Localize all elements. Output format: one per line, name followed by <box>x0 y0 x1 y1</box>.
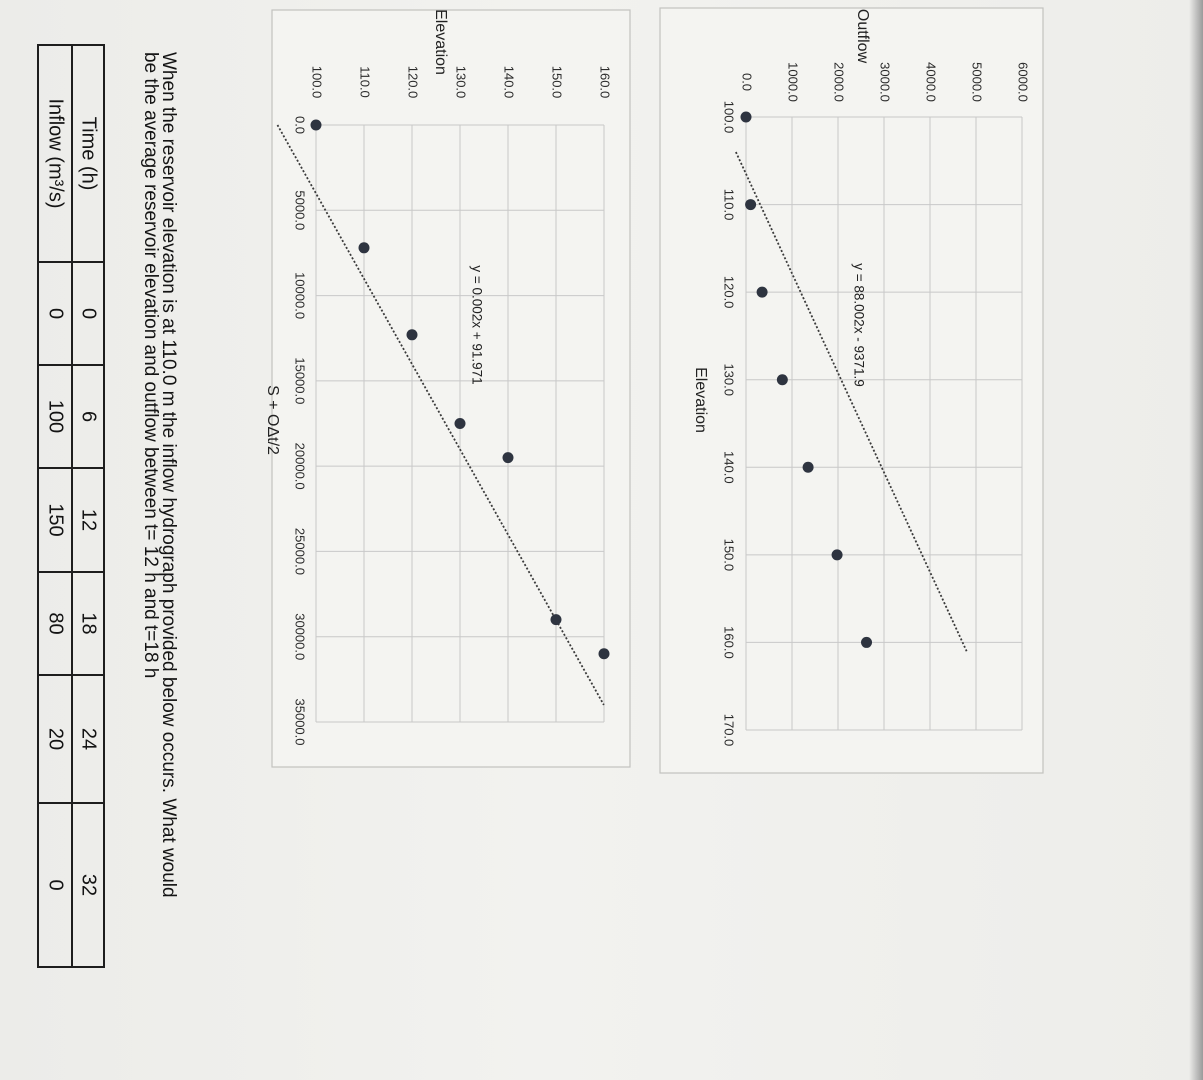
chart1-data-point <box>776 374 788 386</box>
chart2-y-tick-label: 160.0 <box>598 66 613 99</box>
question-text: When the reservoir elevation is at 110.0… <box>140 52 179 898</box>
time-value-cell: 6 <box>78 411 100 422</box>
chart1-data-point <box>831 549 843 561</box>
chart2-frame <box>271 9 631 768</box>
chart2-y-tick-label: 130.0 <box>454 66 469 99</box>
inflow-value-cell: 150 <box>45 503 67 536</box>
chart1-data-point <box>745 199 757 211</box>
chart1-x-axis-title: Elevation <box>692 367 709 433</box>
chart2-data-point <box>310 119 322 131</box>
chart1-y-tick-label: 1000.0 <box>786 62 801 102</box>
inflow-value-cell: 80 <box>45 612 67 634</box>
chart1-x-ticks: 100.0 110.0 120.0 130.0 140.0 150.0 160.0 170.0 <box>722 101 737 747</box>
chart1-points <box>740 111 873 648</box>
chart1-x-tick-label: 100.0 <box>722 101 737 134</box>
chart2-y-tick-label: 150.0 <box>550 66 565 99</box>
chart2-data-point <box>550 614 562 626</box>
question-line-2: be the average reservoir elevation and o… <box>140 52 161 678</box>
chart1-frame <box>659 7 1044 774</box>
chart1-x-tick-label: 110.0 <box>722 189 737 221</box>
paper-edge-shadow <box>1189 0 1203 1080</box>
chart2-y-tick-label: 110.0 <box>358 66 373 98</box>
chart2-trendline <box>276 124 605 706</box>
inflow-value-cell: 20 <box>45 728 67 750</box>
chart1-x-tick-label: 130.0 <box>722 363 737 396</box>
inflow-value-cell: 0 <box>45 308 67 319</box>
chart2-data-point <box>358 242 370 254</box>
chart2-y-ticks: 100.0 110.0 120.0 130.0 140.0 150.0 160.0 <box>310 66 613 99</box>
time-value-cell: 24 <box>78 728 100 750</box>
chart1-y-tick-label: 6000.0 <box>1016 62 1031 102</box>
chart2-data-point <box>598 648 610 660</box>
chart2-y-tick-label: 100.0 <box>310 66 325 99</box>
time-value-cell: 12 <box>78 509 100 531</box>
chart1-y-axis-title: Outflow <box>854 9 871 64</box>
chart2-data-point <box>502 452 514 464</box>
chart2-x-tick-label: 5000.0 <box>293 190 308 230</box>
chart1-y-tick-label: 0.0 <box>740 73 755 91</box>
time-value-cell: 18 <box>78 612 100 634</box>
chart2-y-tick-label: 140.0 <box>502 66 517 99</box>
question-line-1: When the reservoir elevation is at 110.0… <box>158 52 179 898</box>
chart1-y-tick-label: 3000.0 <box>878 62 893 102</box>
chart2-x-ticks: 0.0 5000.0 10000.0 15000.0 20000.0 25000.0 300… <box>293 116 308 746</box>
chart1-data-point <box>740 111 752 123</box>
chart2-x-tick-label: 25000.0 <box>293 528 308 575</box>
time-header-cell: Time (h) <box>78 117 100 191</box>
table-column-dividers <box>38 261 104 804</box>
chart2-x-tick-label: 15000.0 <box>293 357 308 404</box>
inflow-header-cell: Inflow (m³/s) <box>45 99 67 209</box>
chart1-x-tick-label: 160.0 <box>722 626 737 659</box>
chart1-x-tick-label: 150.0 <box>722 539 737 572</box>
elevation-storage-chart: 0.0 5000.0 10000.0 15000.0 20000.0 25000.0 300… <box>264 9 631 768</box>
inflow-hydrograph-table: Time (h) Inflow (m³/s) 0 6 12 18 24 32 0 100 150 80… <box>37 44 105 968</box>
chart2-x-tick-label: 0.0 <box>293 116 308 134</box>
chart2-data-point <box>406 329 418 341</box>
chart1-gridlines <box>745 116 1023 731</box>
chart1-x-tick-label: 170.0 <box>722 714 737 747</box>
chart1-data-point <box>802 461 814 473</box>
chart1-x-tick-label: 140.0 <box>722 451 737 484</box>
chart2-y-axis-title: Elevation <box>432 9 449 75</box>
chart2-x-tick-label: 20000.0 <box>293 443 308 490</box>
inflow-value-cell: 100 <box>45 400 67 433</box>
chart1-data-point <box>861 636 873 648</box>
chart2-x-tick-label: 30000.0 <box>293 613 308 660</box>
chart2-x-tick-label: 35000.0 <box>293 699 308 746</box>
chart2-points <box>310 119 610 660</box>
chart1-trendline-equation: y = 88.002x - 9371.9 <box>851 263 866 386</box>
inflow-value-cell: 0 <box>45 879 67 890</box>
chart2-trendline-equation: y = 0.002x + 91.971 <box>469 265 484 384</box>
chart1-y-ticks: 0.0 1000.0 2000.0 3000.0 4000.0 5000.0 6000.0 <box>740 62 1031 102</box>
chart2-trendline-group <box>276 124 605 706</box>
chart1-y-tick-label: 4000.0 <box>924 62 939 102</box>
chart1-y-tick-label: 5000.0 <box>970 62 985 102</box>
chart2-x-tick-label: 10000.0 <box>293 272 308 319</box>
chart1-data-point <box>756 286 768 298</box>
chart1-y-tick-label: 2000.0 <box>832 62 847 102</box>
time-value-cell: 32 <box>78 874 100 896</box>
chart2-x-axis-title: S + OΔt/2 <box>264 385 281 455</box>
chart2-data-point <box>454 418 466 429</box>
chart1-x-tick-label: 120.0 <box>722 276 737 309</box>
chart2-y-tick-label: 120.0 <box>406 66 421 99</box>
time-value-cell: 0 <box>78 308 100 319</box>
outflow-elevation-chart: 100.0 110.0 120.0 130.0 140.0 150.0 160.0 170.0… <box>659 7 1044 774</box>
table-cells: Time (h) Inflow (m³/s) 0 6 12 18 24 32 0 100 150 80… <box>45 99 100 897</box>
